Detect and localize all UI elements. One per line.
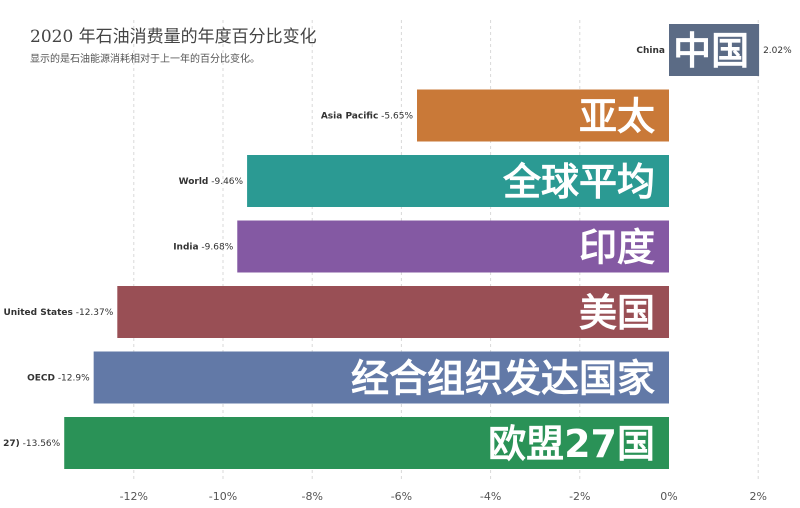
bar-category-value-label: OECD -12.9% <box>27 374 90 384</box>
value-label: -5.65% <box>378 112 413 122</box>
bar-group: OECD -12.9% 经合组织发达国家 <box>27 351 669 404</box>
category-label: OECD <box>27 374 55 384</box>
category-label: World <box>179 177 209 187</box>
value-label: -9.46% <box>208 177 243 187</box>
bar-category-value-label: 27) -13.56% <box>3 439 61 449</box>
bar-group: India -9.68% 印度 <box>173 220 669 273</box>
x-tick-label: 2% <box>749 490 766 503</box>
bar <box>247 155 670 207</box>
chart-subtitle: 显示的是石油能源消耗相对于上一年的百分比变化。 <box>30 54 260 65</box>
bar-category-value-label: China <box>636 46 665 56</box>
value-label: -9.68% <box>199 243 234 253</box>
x-tick-label: -10% <box>209 490 237 503</box>
bar <box>93 351 669 404</box>
bar-group: World -9.46% 全球平均 <box>179 155 670 207</box>
value-label: -12.9% <box>55 374 90 384</box>
bar-group: 27) -13.56% 欧盟27国 <box>3 417 669 469</box>
bar-category-value-label: Asia Pacific -5.65% <box>321 112 414 122</box>
x-axis: -12% -10% -8% -6% -4% -2% 0% 2% <box>120 490 767 503</box>
bar-group: Asia Pacific -5.65% 亚太 <box>321 89 669 142</box>
bar <box>417 89 669 142</box>
value-label: -13.56% <box>20 439 61 449</box>
x-tick-label: 0% <box>660 490 677 503</box>
bars: China 2.02% 中国 Asia Pacific -5.65% 亚太 World -… <box>3 24 792 469</box>
category-label: United States <box>3 308 72 318</box>
bar-category-value-label: World -9.46% <box>179 177 244 187</box>
category-label: China <box>636 46 665 56</box>
bar-big-label: 中国 <box>673 29 749 73</box>
bar-big-label: 亚太 <box>579 95 655 139</box>
x-tick-label: -2% <box>569 490 590 503</box>
bar-group: China 2.02% 中国 <box>636 24 792 76</box>
x-tick-label: -4% <box>480 490 501 503</box>
bar-big-label: 欧盟27国 <box>488 422 655 466</box>
bar-category-value-label: United States -12.37% <box>3 308 113 318</box>
bar <box>669 24 760 76</box>
x-tick-label: -12% <box>120 490 148 503</box>
bar <box>64 417 669 469</box>
bar <box>117 286 670 338</box>
bar-group: United States -12.37% 美国 <box>3 286 670 338</box>
chart-title: 2020 年石油消费量的年度百分比变化 <box>30 27 317 47</box>
category-label: Asia Pacific <box>321 112 378 122</box>
category-label: India <box>173 243 198 253</box>
x-tick-label: -8% <box>301 490 322 503</box>
chart-header: 2020 年石油消费量的年度百分比变化 显示的是石油能源消耗相对于上一年的百分比… <box>30 22 317 65</box>
bar-big-label: 印度 <box>579 226 655 270</box>
bar-big-label: 经合组织发达国家 <box>351 357 655 401</box>
x-tick-label: -6% <box>391 490 412 503</box>
value-label: -12.37% <box>73 308 114 318</box>
bar <box>237 220 669 273</box>
bar-category-value-label: India -9.68% <box>173 243 234 253</box>
bar-big-label: 美国 <box>579 291 655 335</box>
value-label: 2.02% <box>763 46 792 56</box>
bar-big-label: 全球平均 <box>502 160 655 204</box>
category-label: 27) <box>3 439 20 449</box>
